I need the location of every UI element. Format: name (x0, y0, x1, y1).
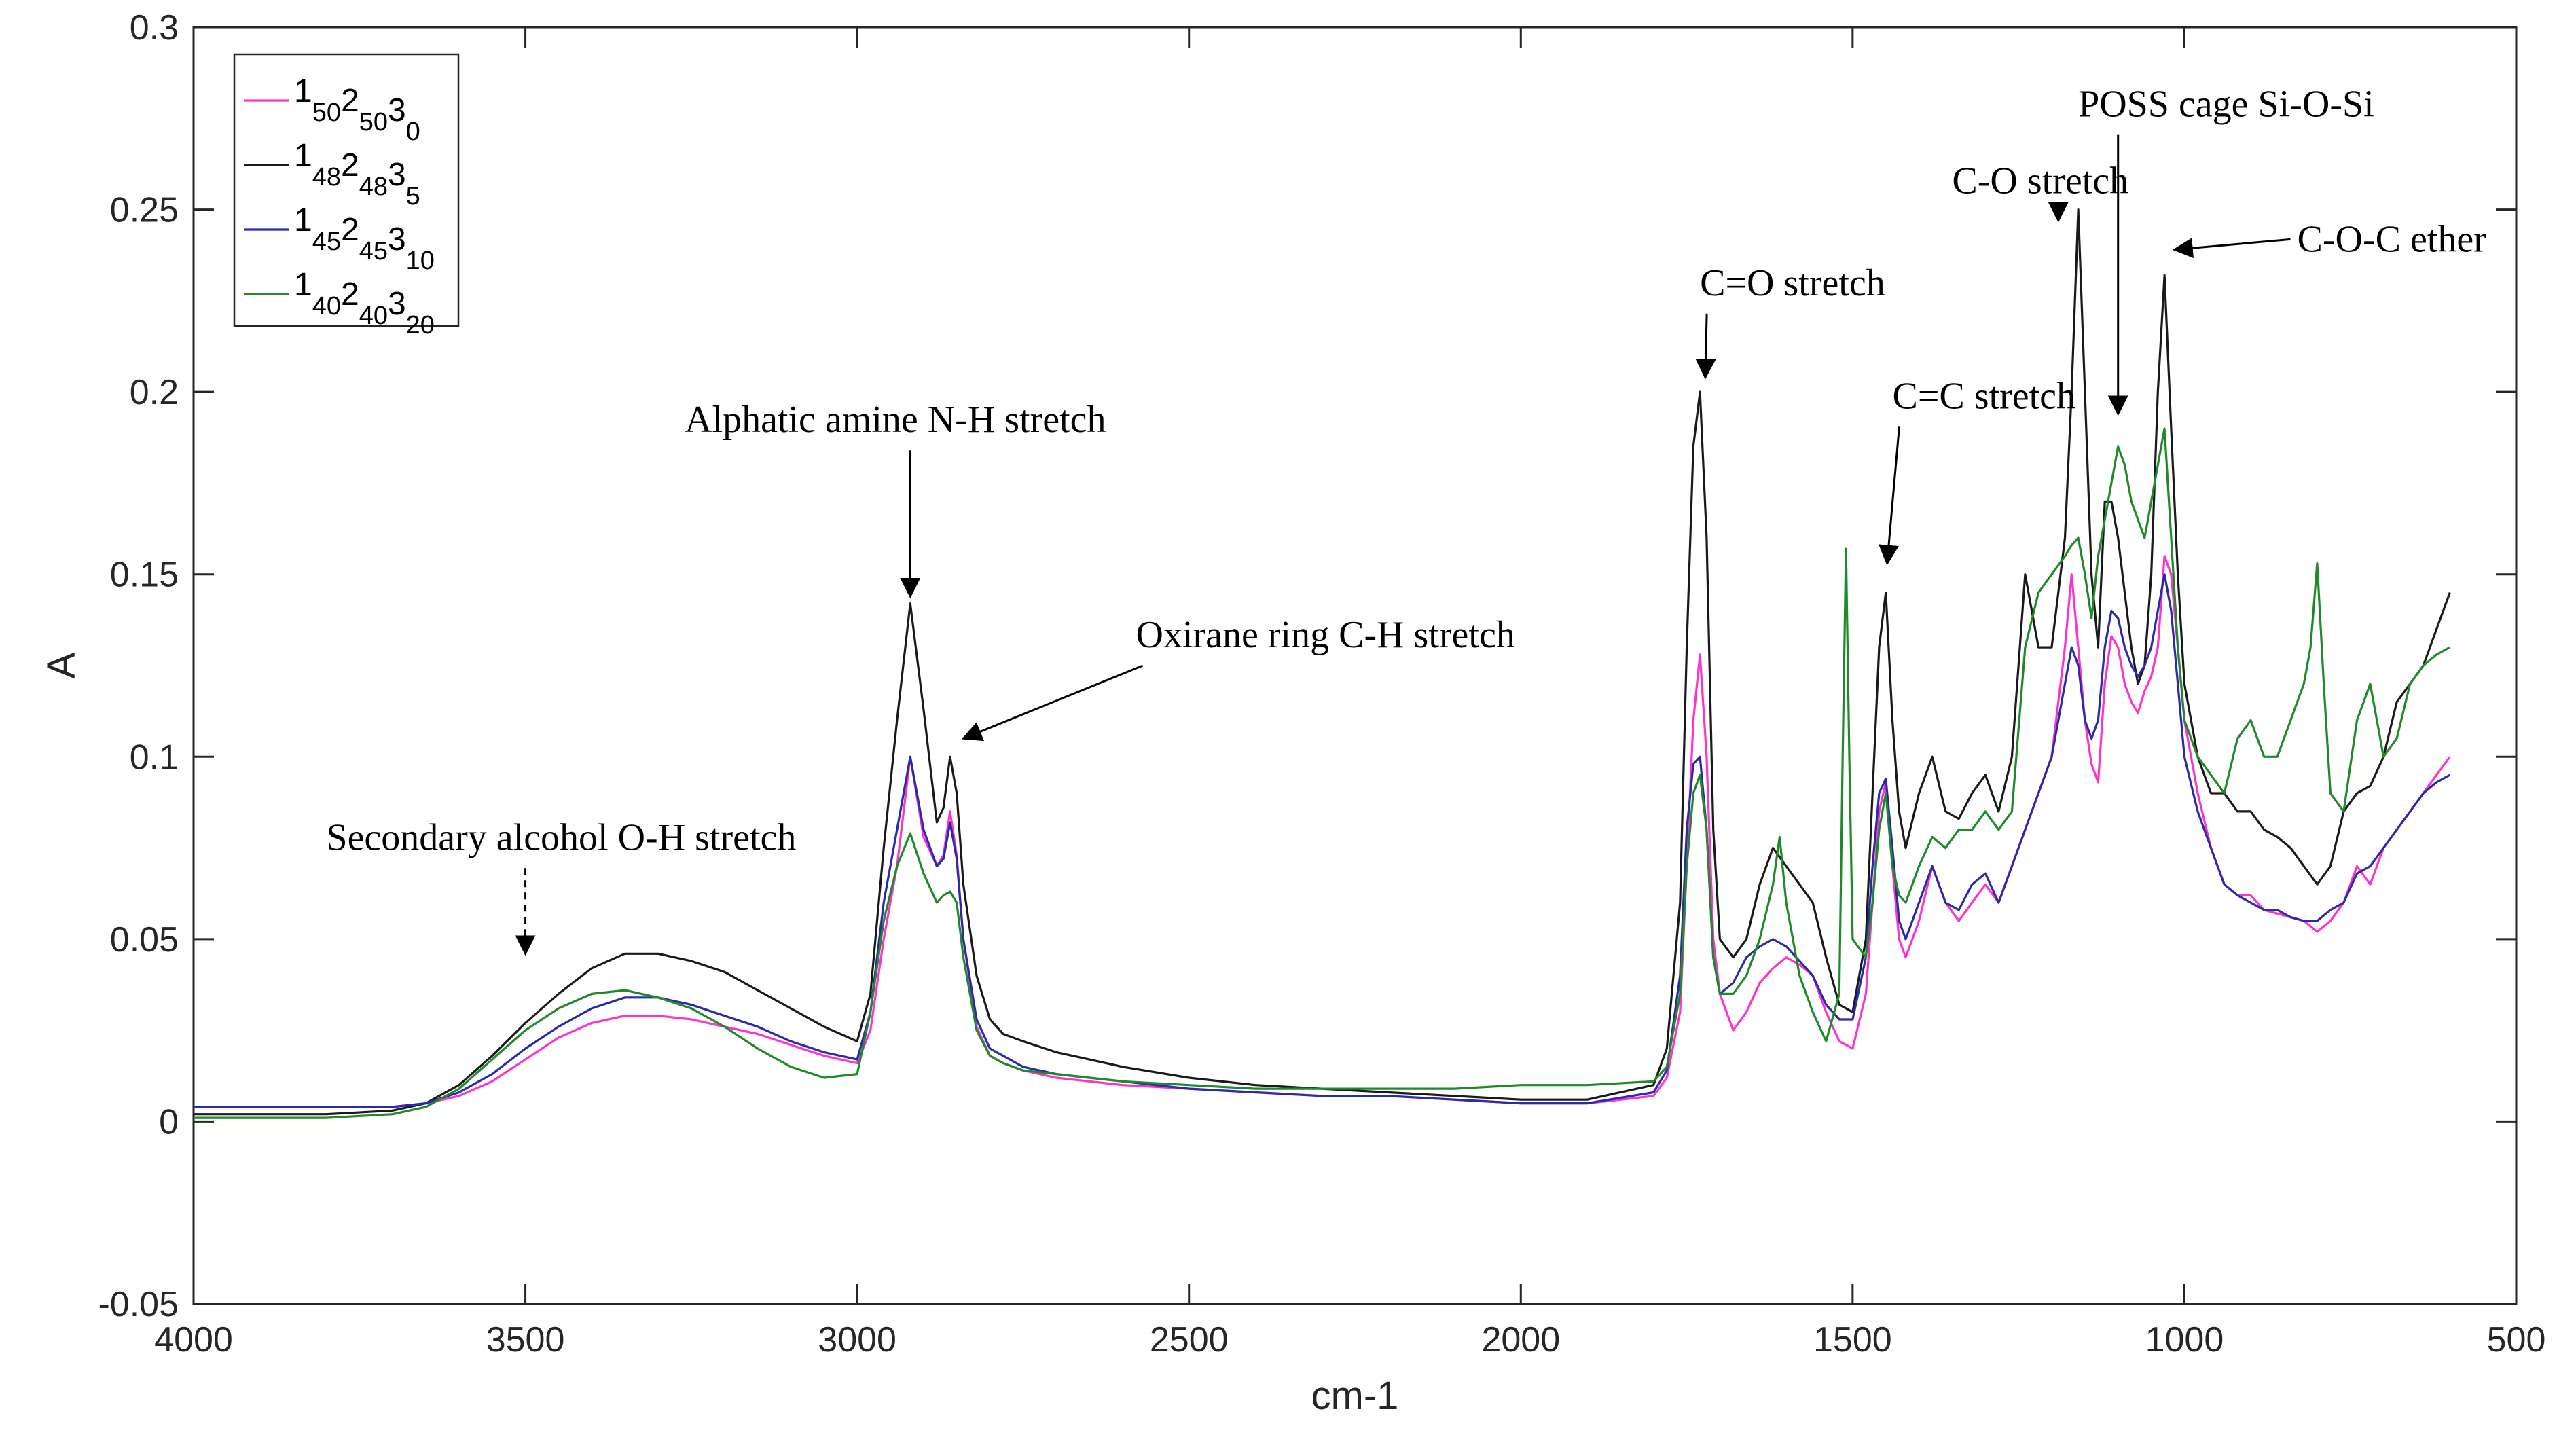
series-line-3 (194, 427, 2451, 1119)
legend-subscript: 45 (359, 237, 388, 266)
legend-base-digit: 2 (341, 212, 359, 248)
x-tick-label: 1500 (1813, 1320, 1892, 1360)
legend-base-digit: 3 (388, 221, 406, 257)
y-tick-label: 0.15 (110, 556, 179, 595)
annotation-label: POSS cage Si-O-Si (2078, 84, 2374, 126)
legend-base-digit: 1 (294, 267, 312, 303)
legend-subscript: 50 (312, 98, 341, 127)
series-lines (194, 208, 2451, 1119)
legend-subscript: 50 (359, 108, 388, 137)
legend-subscript: 48 (359, 172, 388, 201)
y-tick-label: 0.2 (130, 373, 179, 412)
legend-subscript: 48 (312, 163, 341, 192)
annotation-label: C-O stretch (1952, 160, 2128, 202)
x-tick-label: 3500 (486, 1320, 565, 1360)
legend-subscript: 40 (359, 302, 388, 330)
legend-subscript: 45 (312, 228, 341, 256)
annotation-label: C=O stretch (1700, 262, 1885, 304)
x-axis-label: cm-1 (1311, 1374, 1399, 1418)
x-tick-label: 3000 (818, 1320, 896, 1360)
x-tick-label: 2000 (1481, 1320, 1560, 1360)
series-line-2 (194, 573, 2451, 1108)
x-tick-label: 2500 (1150, 1320, 1229, 1360)
legend-base-digit: 2 (341, 147, 359, 183)
legend-subscript: 20 (406, 311, 435, 340)
annotation-label: Secondary alcohol O-H stretch (326, 816, 796, 858)
y-tick-label: 0.05 (110, 920, 179, 960)
annotation-arrow (1695, 313, 1716, 380)
annotation-arrow (961, 664, 1144, 742)
legend-entry: 145245310 (294, 202, 435, 275)
annotation-label: Alphatic amine N-H stretch (685, 399, 1106, 441)
y-tick-label: -0.05 (98, 1285, 179, 1324)
series-line-0 (194, 555, 2451, 1108)
legend-base-digit: 1 (294, 138, 312, 174)
annotation-arrow (2172, 238, 2291, 259)
y-tick-label: 0.25 (110, 191, 179, 230)
legend-base-digit: 1 (294, 73, 312, 109)
series-line-1 (194, 208, 2451, 1116)
x-tick-label: 4000 (154, 1320, 233, 1360)
legend-entry: 140240320 (294, 267, 435, 340)
legend-subscript: 10 (406, 247, 435, 275)
legend-subscript: 0 (406, 117, 420, 146)
annotation-label: C=C stretch (1892, 375, 2075, 417)
x-tick-label: 1000 (2145, 1320, 2224, 1360)
legend-subscript: 5 (406, 182, 420, 211)
legend-base-digit: 2 (341, 276, 359, 312)
y-tick-label: 0 (159, 1102, 179, 1142)
y-tick-label: 0.3 (130, 8, 179, 48)
legend-base-digit: 3 (388, 286, 406, 322)
legend-subscript: 40 (312, 292, 341, 321)
annotations: Secondary alcohol O-H stretch Alphatic am… (326, 84, 2487, 956)
legend-base-digit: 3 (388, 157, 406, 193)
axis-ticks: 4000 3500 3000 2500 2000 1500 1000 500-0.0500.0… (98, 8, 2545, 1360)
legend-entry: 15025030 (294, 73, 420, 146)
annotation-label: C-O-C ether (2298, 218, 2487, 260)
legend-base-digit: 2 (341, 83, 359, 119)
y-tick-label: 0.1 (130, 738, 179, 777)
legend-base-digit: 1 (294, 202, 312, 238)
annotation-arrow (1879, 426, 1900, 566)
y-axis-label: A (39, 652, 84, 678)
plot-area (192, 26, 2518, 1305)
annotation-label: Oxirane ring C-H stretch (1136, 614, 1515, 656)
legend-entry: 14824835 (294, 138, 420, 211)
legend-base-digit: 3 (388, 92, 406, 128)
x-tick-label: 500 (2487, 1320, 2546, 1360)
